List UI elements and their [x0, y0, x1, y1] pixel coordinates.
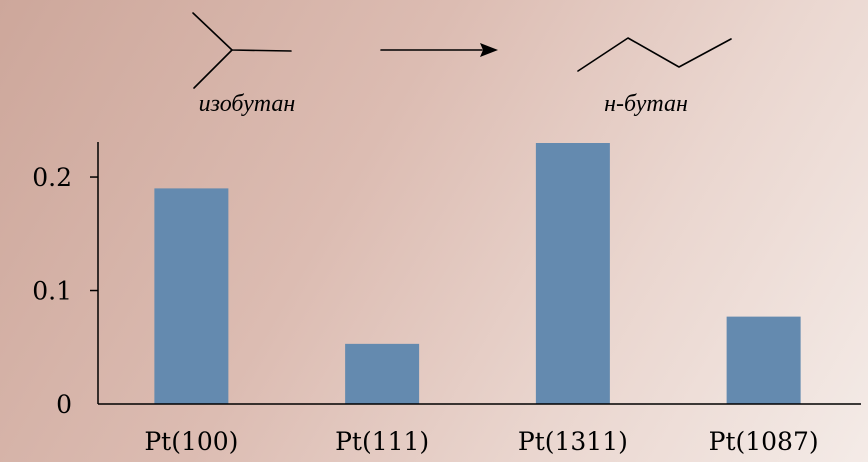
bar-chart: 0 0.1 0.2 Pt(100) Pt(111) Pt(1311) Pt(1087) [32, 142, 861, 456]
product-label: н-бутан [604, 91, 688, 117]
bar-pt1087 [727, 317, 801, 404]
bar-pt111 [345, 344, 419, 404]
x-tick-label: Pt(100) [144, 427, 238, 456]
y-tick-label: 0.1 [32, 277, 72, 306]
y-tick-label: 0 [56, 390, 72, 419]
n-butane-structure-icon [578, 38, 731, 71]
reaction-arrow-icon [381, 43, 498, 57]
bar-pt1311 [536, 143, 610, 404]
reaction-scheme: изобутан н-бутан [193, 13, 731, 117]
reactant-label: изобутан [199, 91, 296, 117]
x-tick-label: Pt(111) [335, 427, 429, 456]
isobutane-structure-icon [193, 13, 291, 88]
x-tick-labels: Pt(100) Pt(111) Pt(1311) Pt(1087) [144, 427, 818, 456]
y-tick-label: 0.2 [32, 163, 72, 192]
bar-pt100 [154, 188, 228, 404]
x-tick-label: Pt(1311) [518, 427, 628, 456]
bars [154, 143, 800, 404]
x-tick-label: Pt(1087) [709, 427, 819, 456]
y-ticks: 0 0.1 0.2 [32, 163, 98, 419]
